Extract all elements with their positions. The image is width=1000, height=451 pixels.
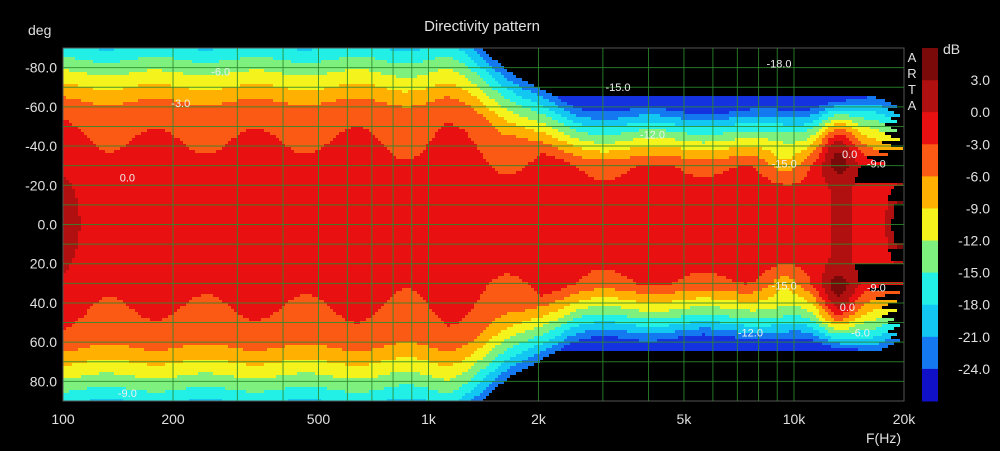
colorbar-swatch bbox=[922, 272, 938, 306]
contour-label: -9.0 bbox=[118, 388, 137, 400]
colorbar-tick-label: 3.0 bbox=[971, 72, 991, 88]
watermark-letter: A bbox=[908, 50, 917, 65]
x-tick-label: 1k bbox=[421, 411, 437, 427]
contour-label: -15.0 bbox=[605, 82, 630, 94]
colorbar-tick-label: 0.0 bbox=[971, 104, 991, 120]
x-tick-label: 500 bbox=[307, 411, 331, 427]
colorbar-swatch bbox=[922, 112, 938, 145]
watermark-letter: R bbox=[907, 66, 916, 81]
colorbar-tick-label: -24.0 bbox=[958, 361, 990, 377]
heatmap-plot-area bbox=[62, 47, 905, 402]
contour-label: -9.0 bbox=[867, 282, 886, 294]
watermark-letter: A bbox=[908, 98, 917, 113]
colorbar-tick-label: -18.0 bbox=[958, 297, 990, 313]
x-tick-label: 20k bbox=[893, 411, 917, 427]
x-tick-label: 10k bbox=[783, 411, 807, 427]
contour-label: 0.0 bbox=[842, 149, 857, 161]
watermark-letter: T bbox=[908, 82, 916, 97]
x-tick-label: 200 bbox=[161, 411, 185, 427]
contour-label: -3.0 bbox=[171, 98, 190, 110]
y-tick-label: -60.0 bbox=[25, 99, 57, 115]
y-tick-label: 20.0 bbox=[30, 256, 57, 272]
y-tick-label: 40.0 bbox=[30, 295, 57, 311]
colorbar-swatch bbox=[922, 80, 938, 113]
colorbar-swatch bbox=[922, 336, 938, 370]
contour-label: -6.0 bbox=[851, 327, 870, 339]
contour-label: -18.0 bbox=[766, 59, 791, 71]
x-axis-label: F(Hz) bbox=[866, 430, 901, 446]
y-tick-label: 80.0 bbox=[30, 373, 57, 389]
colorbar-tick-label: -6.0 bbox=[966, 168, 990, 184]
y-axis-label: deg bbox=[28, 22, 51, 38]
grid bbox=[63, 48, 904, 401]
colorbar-tick-label: -15.0 bbox=[958, 265, 990, 281]
y-tick-label: 60.0 bbox=[30, 334, 57, 350]
x-tick-label: 100 bbox=[51, 411, 75, 427]
contour-label: -12.0 bbox=[738, 327, 763, 339]
x-tick-label: 5k bbox=[677, 411, 693, 427]
colorbar-swatch bbox=[922, 368, 938, 402]
colorbar-tick-label: -21.0 bbox=[958, 329, 990, 345]
y-tick-labels: -80.0 -60.0 -40.0 -20.0 0.0 20.0 40.0 60.0 80.0 bbox=[25, 60, 57, 390]
colorbar-swatch bbox=[922, 208, 938, 242]
contour-label: -15.0 bbox=[772, 280, 797, 292]
contour-label: -9.0 bbox=[867, 159, 886, 171]
colorbar-label: dB bbox=[943, 41, 960, 57]
contour-label: 0.0 bbox=[840, 302, 855, 314]
x-tick-labels: 100 200 500 1k 2k 5k 10k 20k bbox=[51, 411, 916, 427]
colorbar-tick-label: -12.0 bbox=[958, 233, 990, 249]
contour-label: -15.0 bbox=[772, 159, 797, 171]
y-tick-label: -20.0 bbox=[25, 177, 57, 193]
y-tick-label: 0.0 bbox=[38, 217, 58, 233]
colorbar-swatch bbox=[922, 144, 938, 177]
colorbar: 3.0 0.0 -3.0 -6.0 -9.0 -12.0 -15.0 -18.0 -21.0 -2… bbox=[922, 48, 990, 402]
contour-labels: 0.0 -3.0 -6.0 -15.0 -18.0 -12.0 -15.0 0.0 -9.0 -1… bbox=[118, 59, 886, 400]
colorbar-swatch bbox=[922, 240, 938, 274]
colorbar-swatch bbox=[922, 304, 938, 338]
y-tick-label: -80.0 bbox=[25, 60, 57, 76]
contour-label: -6.0 bbox=[211, 67, 230, 79]
contour-label: -12.0 bbox=[640, 129, 665, 141]
colorbar-tick-label: -9.0 bbox=[966, 200, 990, 216]
y-tick-label: -40.0 bbox=[25, 138, 57, 154]
x-tick-label: 2k bbox=[531, 411, 547, 427]
colorbar-tick-label: -3.0 bbox=[966, 136, 990, 152]
contour-label: 0.0 bbox=[120, 172, 135, 184]
colorbar-swatch bbox=[922, 48, 938, 81]
chart-title: Directivity pattern bbox=[424, 18, 540, 35]
colorbar-swatch bbox=[922, 176, 938, 209]
